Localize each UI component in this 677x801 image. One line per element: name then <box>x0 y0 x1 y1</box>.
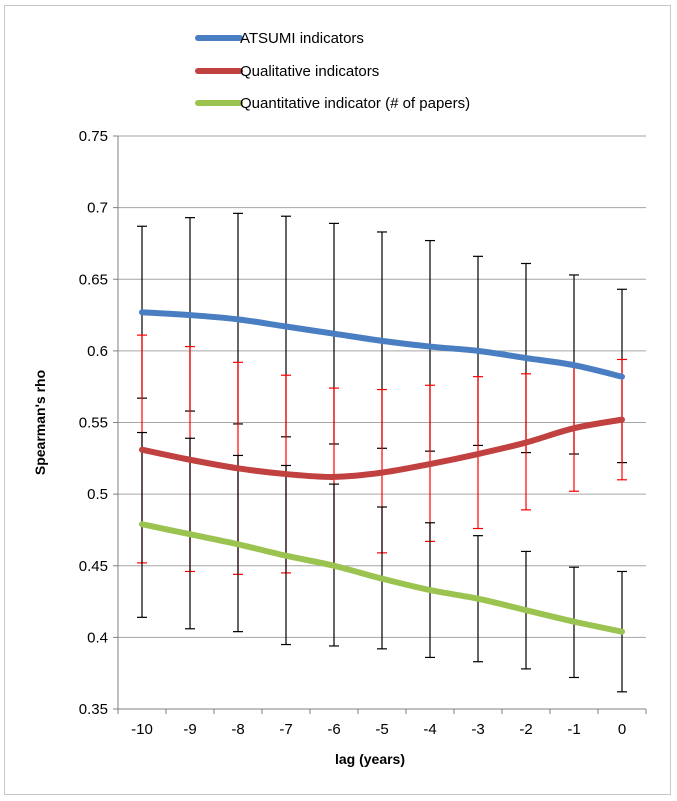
legend: ATSUMI indicators Qualitative indicators Q… <box>195 30 470 112</box>
x-tick-label: -4 <box>423 721 436 738</box>
chart-frame <box>4 5 671 795</box>
y-tick-label: 0.5 <box>87 486 108 503</box>
axes <box>113 135 647 714</box>
x-tick-label: -9 <box>183 721 196 738</box>
legend-item-quantitative-label: Quantitative indicator (# of papers) <box>240 95 470 112</box>
x-tick-label: -7 <box>279 721 292 738</box>
x-tick-label: -10 <box>131 721 153 738</box>
x-tick-label: -8 <box>231 721 244 738</box>
legend-item-atsumi-label: ATSUMI indicators <box>240 30 364 47</box>
y-tick-label: 0.4 <box>87 629 108 646</box>
x-tick-label: -2 <box>519 721 532 738</box>
y-tick-label: 0.6 <box>87 343 108 360</box>
x-tick-label: -1 <box>567 721 580 738</box>
y-axis-title: Spearman's rho <box>32 370 48 475</box>
axis-labels: 0.350.40.450.50.550.60.650.70.75-10 -9 -8-… <box>32 128 626 767</box>
y-tick-label: 0.65 <box>79 271 108 288</box>
qualitative-series-line <box>139 416 625 480</box>
x-tick-label: 0 <box>618 721 626 738</box>
y-tick-label: 0.75 <box>79 128 108 145</box>
x-tick-label: -6 <box>327 721 340 738</box>
y-tick-label: 0.35 <box>79 701 108 718</box>
x-tick-label: -3 <box>471 721 484 738</box>
atsumi-series-line <box>139 309 625 380</box>
error-bars <box>137 212 627 693</box>
series-lines <box>139 309 625 635</box>
x-tick-label: -5 <box>375 721 388 738</box>
y-tick-label: 0.55 <box>79 415 108 432</box>
y-tick-label: 0.45 <box>79 558 108 575</box>
y-tick-label: 0.7 <box>87 200 108 217</box>
x-axis-title: lag (years) <box>335 751 405 767</box>
legend-item-qualitative-label: Qualitative indicators <box>240 63 379 80</box>
quantitative-series-line <box>139 521 625 635</box>
